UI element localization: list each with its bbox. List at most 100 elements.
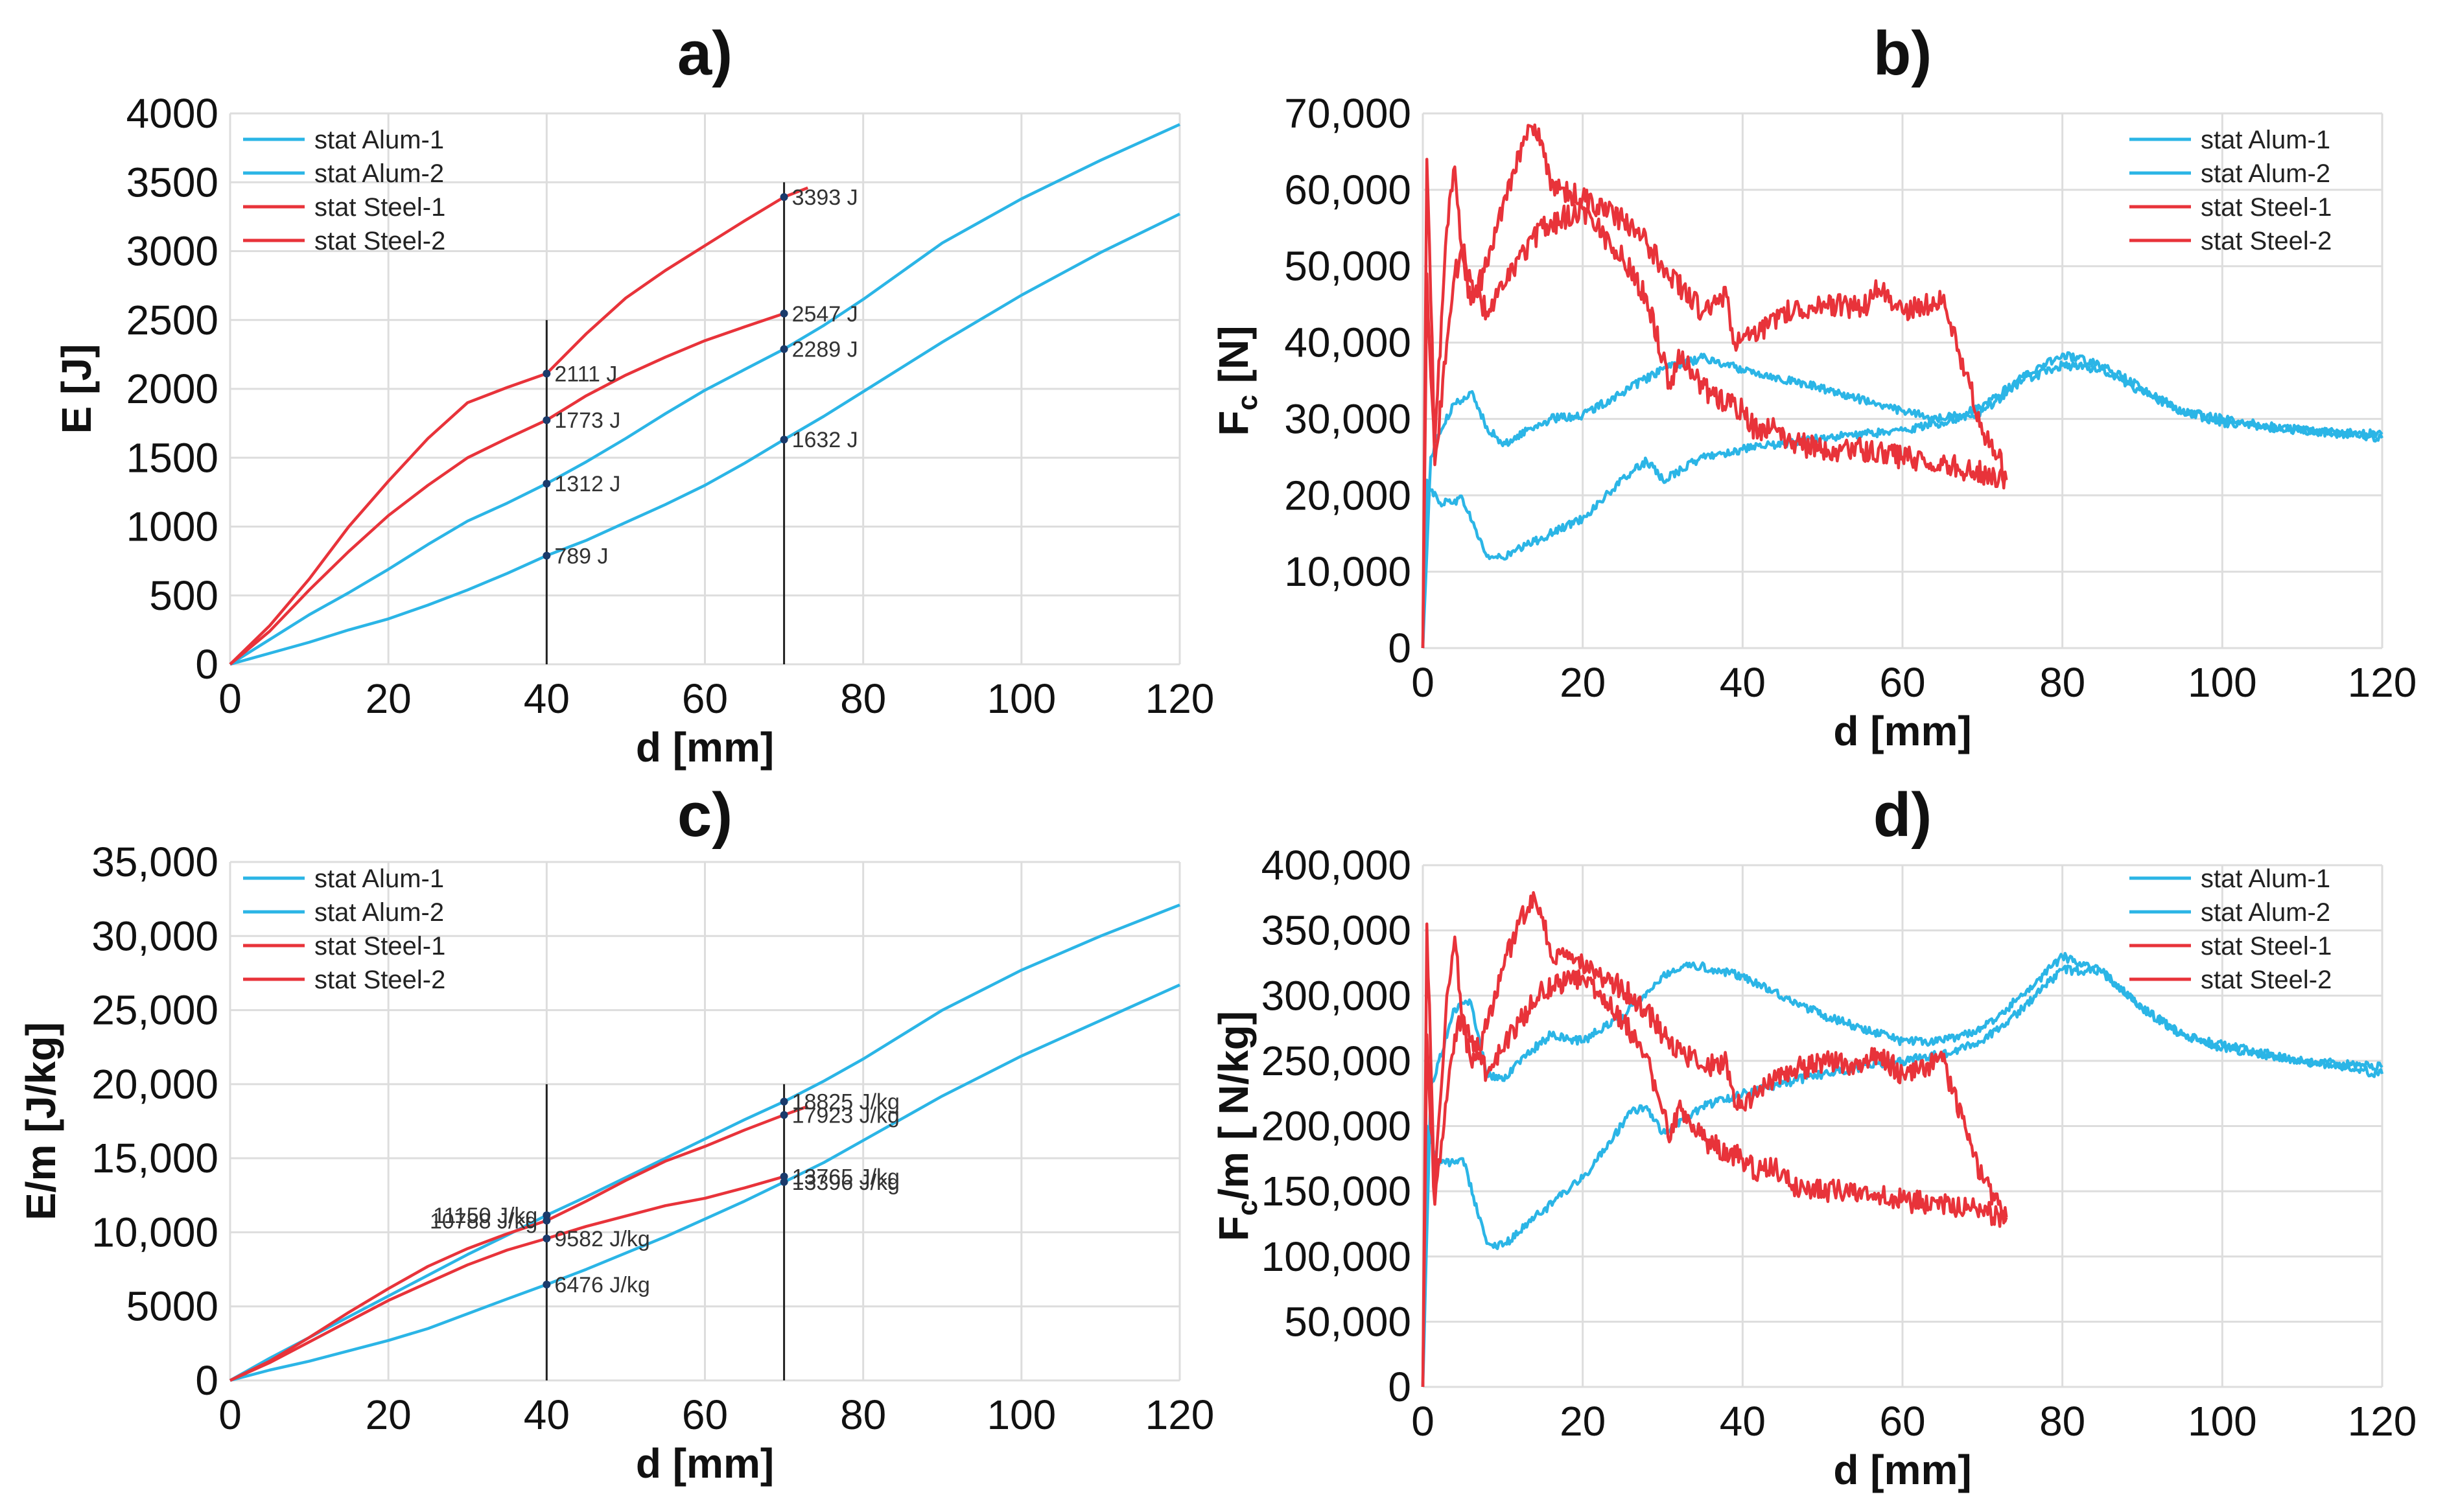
series-line-stat-steel-1 (229, 1104, 808, 1382)
series-line-stat-alum-1 (229, 213, 1180, 666)
x-tick-label: 80 (840, 675, 886, 722)
x-tick-label: 40 (524, 675, 570, 722)
y-tick-label: 25,000 (91, 987, 218, 1034)
y-tick-label: 10,000 (91, 1209, 218, 1255)
annotation-marker (780, 436, 788, 444)
legend-label: stat Alum-1 (2201, 126, 2330, 154)
x-tick-label: 20 (1560, 1398, 1606, 1445)
legend-label: stat Steel-1 (2201, 193, 2332, 222)
y-axis-title-main: F (1210, 411, 1257, 436)
x-tick-label: 60 (1879, 1398, 1925, 1445)
annotation-marker (543, 416, 551, 425)
series-line-stat-alum-1 (1421, 360, 2383, 649)
annotation-marker (780, 1178, 788, 1186)
x-tick-label: 100 (2188, 1398, 2257, 1445)
y-axis-title: E [J] (53, 344, 100, 434)
annotation-marker (780, 1111, 788, 1119)
x-tick-label: 120 (2348, 1398, 2417, 1445)
y-tick-label: 4000 (126, 90, 218, 137)
legend-label: stat Alum-1 (314, 865, 444, 893)
y-tick-label: 400,000 (1261, 842, 1411, 889)
series-line-stat-alum-2 (229, 903, 1180, 1382)
x-tick-label: 20 (366, 675, 412, 722)
x-tick-label: 60 (1879, 659, 1925, 706)
y-tick-label: 0 (1388, 1364, 1411, 1410)
annotation-label: 11150 J/kg (433, 1204, 537, 1228)
series-line-stat-steel-2 (1421, 969, 2008, 1388)
y-tick-label: 10,000 (1284, 548, 1411, 595)
y-axis-title: Fc [N] (1210, 325, 1263, 436)
annotation-marker (780, 192, 788, 201)
y-tick-label: 3000 (126, 228, 218, 275)
y-tick-label: 2500 (126, 297, 218, 343)
annotation-label: 3393 J (792, 185, 858, 210)
series-line-stat-steel-2 (229, 1175, 785, 1382)
panel-title: b) (1873, 19, 1932, 88)
annotation-label: 789 J (554, 544, 608, 568)
legend-label: stat Steel-2 (2201, 227, 2332, 255)
y-tick-label: 0 (1388, 625, 1411, 671)
legend-label: stat Alum-2 (314, 898, 444, 927)
annotation-label: 1632 J (792, 428, 858, 452)
y-axis-title: E/m [J/kg] (18, 1022, 64, 1220)
y-tick-label: 30,000 (1284, 395, 1411, 442)
x-tick-label: 0 (218, 1391, 242, 1438)
x-tick-label: 80 (840, 1391, 886, 1438)
legend-label: stat Steel-1 (314, 932, 445, 960)
chart-panel-b: 0 20 40 60 80 100 120 0 10,000 20,000 30,000 40,000… (1210, 19, 2417, 754)
x-tick-label: 120 (1145, 675, 1215, 722)
annotation-marker (543, 480, 551, 488)
annotation-label: 2111 J (554, 362, 617, 386)
annotation-label: 18825 J/kg (792, 1090, 900, 1115)
y-tick-label: 1500 (126, 434, 218, 481)
annotation-marker (543, 1211, 551, 1220)
x-tick-label: 100 (987, 675, 1056, 722)
y-tick-label: 2000 (126, 366, 218, 412)
y-tick-label: 15,000 (91, 1135, 218, 1181)
annotation-label: 13396 J/kg (792, 1170, 900, 1195)
series-line-stat-steel-1 (1421, 123, 2008, 649)
y-tick-label: 3500 (126, 159, 218, 205)
annotation-label: 6476 J/kg (554, 1273, 650, 1297)
y-tick-label: 50,000 (1284, 243, 1411, 290)
x-tick-label: 20 (366, 1391, 412, 1438)
chart-panel-d: 0 20 40 60 80 100 120 0 50,000 100,000 150,000 200,… (1210, 780, 2417, 1493)
annotation-marker (543, 1280, 551, 1288)
series-line-stat-steel-2 (1421, 197, 2008, 649)
annotation-marker (780, 1097, 788, 1106)
x-tick-label: 40 (524, 1391, 570, 1438)
x-tick-label: 60 (682, 1391, 728, 1438)
series-line-stat-steel-1 (1421, 890, 2008, 1388)
x-tick-label: 80 (2039, 659, 2085, 706)
x-axis-title: d [mm] (1833, 1447, 1971, 1493)
series-line-stat-steel-2 (229, 312, 785, 666)
annotation-label: 1773 J (554, 408, 620, 433)
annotation-label: 13765 J/kg (792, 1165, 900, 1189)
x-tick-label: 0 (1411, 659, 1434, 706)
legend-label: stat Steel-2 (314, 227, 445, 255)
series-line-stat-alum-2 (1421, 351, 2383, 649)
x-axis-title: d [mm] (636, 724, 774, 771)
y-tick-label: 70,000 (1284, 90, 1411, 137)
annotation-label: 1312 J (554, 472, 620, 496)
legend-label: stat Alum-2 (2201, 159, 2330, 188)
annotation-marker (543, 369, 551, 378)
x-tick-label: 120 (1145, 1391, 1215, 1438)
legend-label: stat Alum-2 (314, 159, 444, 188)
y-tick-label: 20,000 (91, 1061, 218, 1108)
legend-label: stat Alum-1 (2201, 865, 2330, 893)
y-axis-title-subscript: c (1232, 395, 1263, 410)
chart-panel-c: 0 20 40 60 80 100 120 0 5000 10,000 15,000 20,000 25… (18, 780, 1214, 1487)
series-line-stat-steel-1 (229, 186, 809, 666)
legend-label: stat Steel-1 (2201, 932, 2332, 960)
panel-title: a) (677, 19, 732, 88)
annotation-label: 9582 J/kg (554, 1227, 650, 1251)
annotation-marker (780, 309, 788, 318)
y-axis-title: Fc/m [ N/kg] (1210, 1011, 1263, 1241)
legend-label: stat Alum-2 (2201, 898, 2330, 927)
legend-label: stat Alum-1 (314, 126, 444, 154)
legend-label: stat Steel-2 (314, 966, 445, 994)
y-axis-title-rest: /m [ N/kg] (1210, 1011, 1257, 1200)
annotation-marker (543, 1234, 551, 1242)
